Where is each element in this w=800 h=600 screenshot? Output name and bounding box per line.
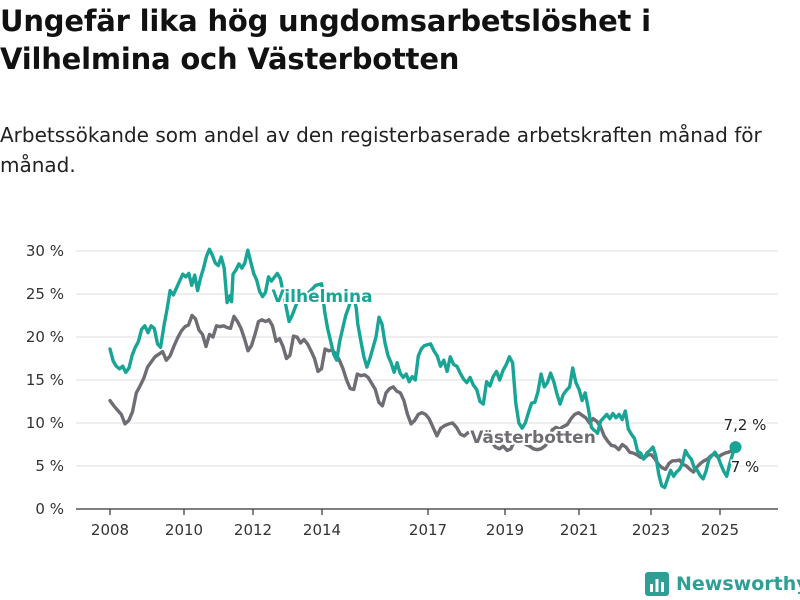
x-tick-label: 2023: [632, 521, 670, 539]
end-value-vilhelmina: 7,2 %: [724, 416, 767, 434]
series-label-vilhelmina: Vilhelmina: [271, 287, 372, 307]
page-title: Ungefär lika hög ungdomsarbetslöshet i V…: [0, 4, 651, 76]
x-tick-label: 2019: [486, 521, 524, 539]
x-tick-label: 2008: [91, 521, 129, 539]
newsworthy-logo-icon: [645, 572, 669, 596]
brand-name: Newsworthy: [676, 573, 800, 595]
x-tick-label: 2017: [409, 521, 447, 539]
series-line-vasterbotten: [108, 313, 738, 474]
grid-lines: [76, 250, 778, 467]
subtitle: Arbetssökande som andel av den registerb…: [0, 123, 762, 177]
y-tick-label: 20 %: [26, 328, 64, 346]
series-line-vilhelmina: [108, 247, 738, 490]
end-value-vasterbotten: 7 %: [731, 458, 760, 476]
y-tick-label: 15 %: [26, 371, 64, 389]
x-tick-label: 2010: [165, 521, 203, 539]
y-axis: 0 % 5 % 10 % 15 % 20 % 25 % 30 %: [26, 242, 64, 518]
x-axis-ticks: 2008 2010 2012 2014 2017 2019 2021 2023 2025: [91, 509, 739, 539]
y-tick-label: 0 %: [35, 500, 64, 518]
brand-logo: Newsworthy: [644, 569, 800, 599]
series-labels: Vilhelmina Västerbotten 7,2 % 7 %: [269, 285, 767, 478]
series-label-vasterbotten: Västerbotten: [470, 428, 596, 448]
x-tick-label: 2012: [234, 521, 272, 539]
y-tick-label: 30 %: [26, 242, 64, 260]
x-tick-label: 2025: [701, 521, 739, 539]
y-tick-label: 10 %: [26, 414, 64, 432]
end-point-marker: [729, 441, 742, 454]
y-tick-label: 5 %: [35, 457, 64, 475]
x-tick-label: 2014: [303, 521, 341, 539]
series-group: [108, 247, 742, 490]
y-tick-label: 25 %: [26, 285, 64, 303]
x-tick-label: 2021: [560, 521, 598, 539]
